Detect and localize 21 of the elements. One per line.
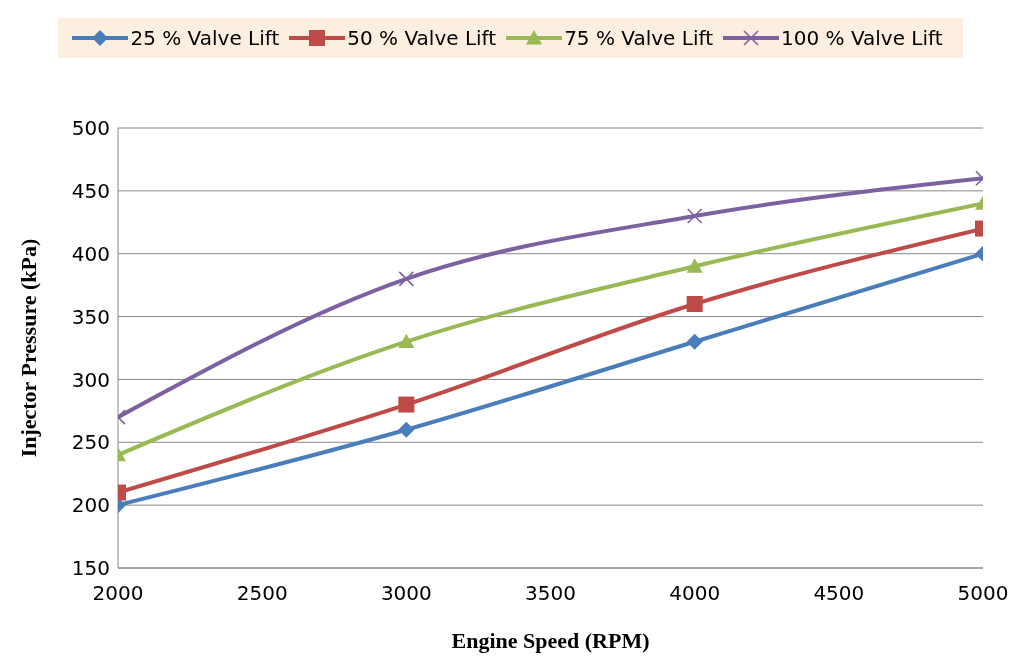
y-tick-label: 450	[71, 178, 110, 203]
legend-label: 100 % Valve Lift	[780, 26, 943, 50]
legend-label: 50 % Valve Lift	[347, 26, 497, 50]
x-tick-label: 3000	[380, 581, 432, 606]
y-tick-label: 400	[71, 241, 110, 266]
y-tick-label: 250	[71, 430, 110, 455]
x-tick-label: 2500	[236, 581, 288, 606]
x-tick-label: 4500	[813, 581, 865, 606]
y-tick-label: 300	[71, 367, 110, 392]
x-tick-label: 3500	[525, 581, 576, 606]
y-axis-title: Injector Pressure (kPa)	[15, 238, 41, 458]
x-tick-label: 2000	[92, 581, 144, 606]
y-tick-label: 200	[71, 493, 110, 518]
legend-label: 25 % Valve Lift	[130, 26, 280, 50]
y-tick-label: 500	[71, 116, 110, 141]
y-tick-label: 350	[71, 304, 110, 329]
x-tick-label: 5000	[957, 581, 1009, 606]
x-axis-title: Engine Speed (RPM)	[451, 628, 650, 653]
x-tick-label: 4000	[669, 581, 721, 606]
y-tick-label: 150	[71, 556, 110, 581]
legend-label: 75 % Valve Lift	[564, 26, 713, 50]
